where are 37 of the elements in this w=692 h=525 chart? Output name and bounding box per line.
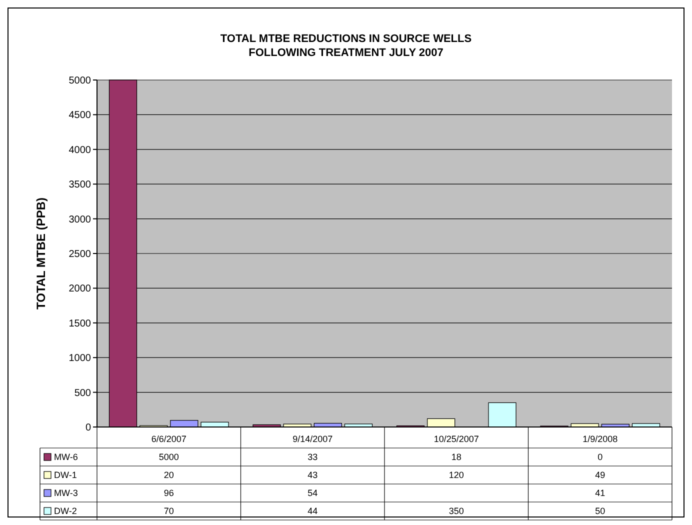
data-label: 350 [448,506,464,516]
data-label: 44 [308,506,318,516]
data-label: 120 [448,470,464,480]
data-label: 49 [595,470,606,480]
y-tick-label: 4500 [68,110,92,122]
legend-label: DW-1 [54,470,77,480]
y-tick-label: 2000 [68,284,92,295]
data-label: 50 [595,506,606,516]
data-label: 18 [451,452,462,462]
y-tick-label: 500 [74,388,92,399]
chart-subtitle: FOLLOWING TREATMENT JULY 2007 [248,47,444,59]
y-tick-label: 4000 [68,144,92,156]
y-tick-label: 3500 [68,180,92,191]
y-axis-title: TOTAL MTBE (PPB) [34,198,48,310]
data-label: 54 [308,488,318,498]
data-label: 0 [598,452,603,462]
x-tick-label: 1/9/2008 [582,434,618,444]
x-tick-label: 10/25/2007 [434,434,479,444]
data-label: 96 [164,488,174,498]
y-tick-label: 1000 [68,353,92,364]
y-tick-label: 0 [85,422,92,434]
y-tick-label: 3000 [68,214,92,226]
data-label: 5000 [158,452,179,462]
x-tick-label: 6/6/2007 [151,434,186,444]
data-label: 41 [595,488,606,498]
y-tick-label: 5000 [68,76,92,86]
chart-title: TOTAL MTBE REDUCTIONS IN SOURCE WELLS [220,33,472,45]
data-label: 43 [308,470,318,480]
legend-label: MW-6 [54,452,78,462]
data-label: 33 [308,452,318,462]
legend-label: DW-2 [54,506,77,516]
y-tick-label: 2500 [68,249,92,260]
data-label: 70 [164,506,174,516]
data-label: 20 [164,470,174,480]
x-tick-label: 9/14/2007 [292,434,333,444]
y-tick-label: 1500 [68,318,92,330]
legend-label: MW-3 [54,488,78,498]
